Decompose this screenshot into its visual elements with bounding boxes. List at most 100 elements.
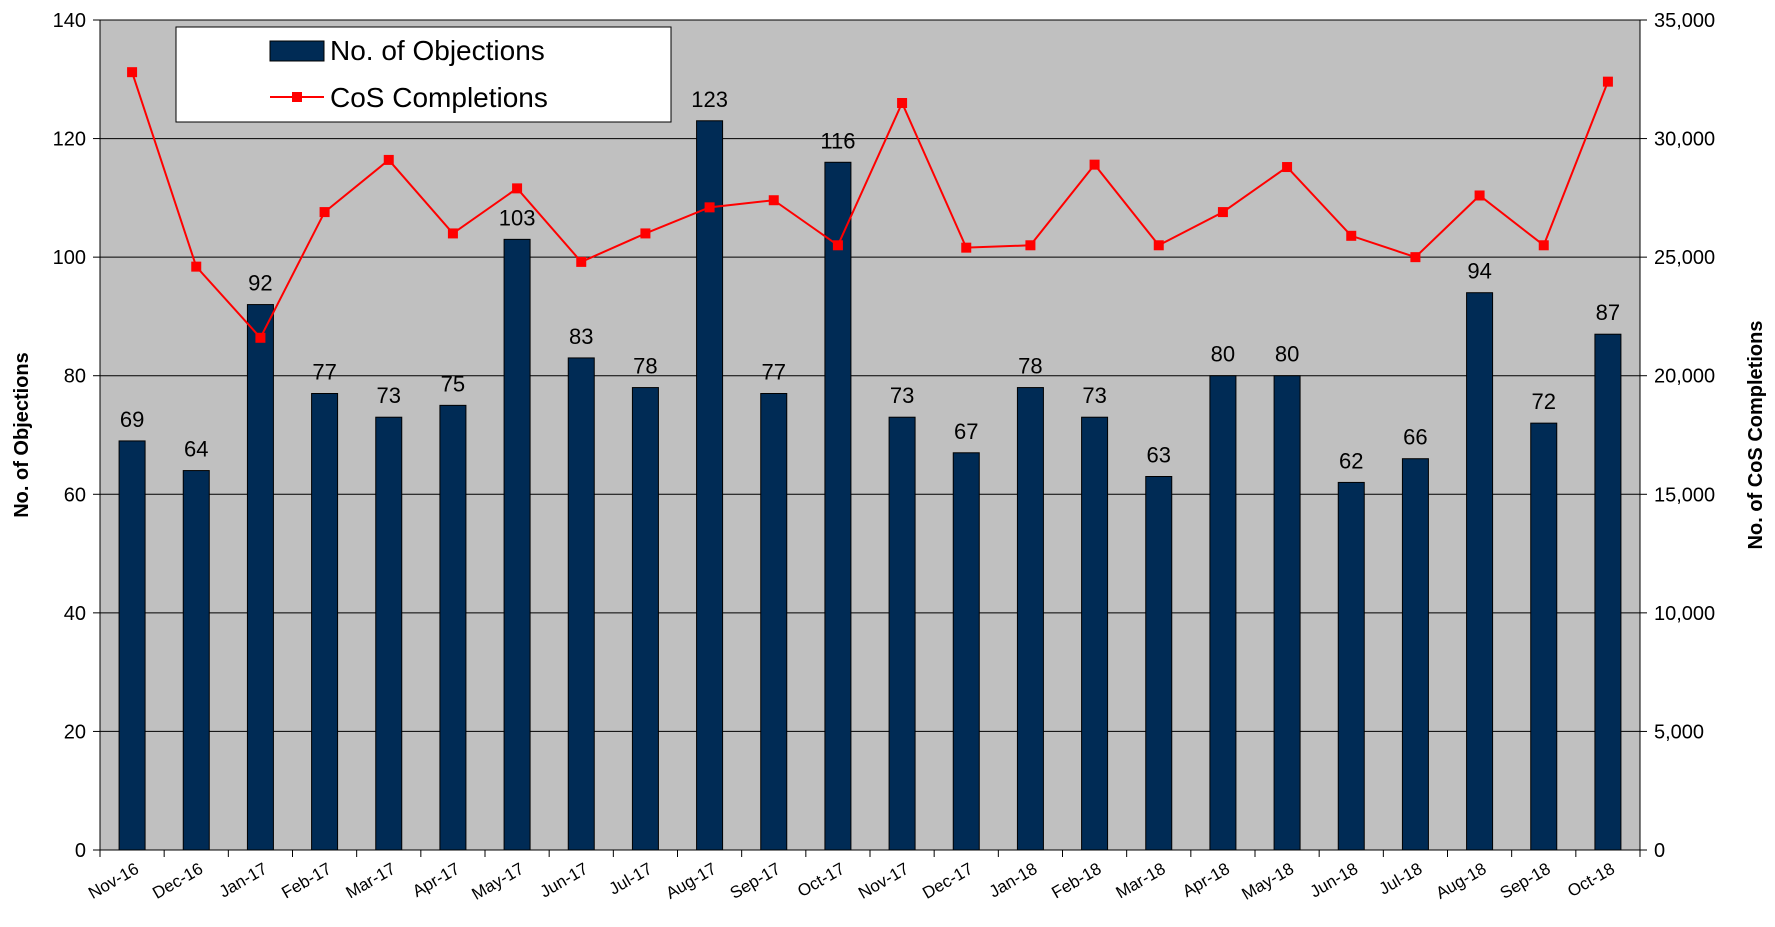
x-tick-label: Jan-17 — [216, 859, 271, 901]
bar-objections — [375, 416, 403, 851]
cos-completions-point — [191, 261, 202, 272]
y-tick-label: 140 — [53, 10, 86, 32]
y-tick-label: 120 — [53, 129, 86, 151]
cos-completions-point — [1089, 159, 1100, 170]
bar-value-label: 92 — [248, 271, 272, 296]
x-tick-label: Jan-18 — [986, 859, 1041, 901]
cos-completions-point — [1153, 240, 1164, 251]
x-tick-label: Nov-16 — [85, 859, 142, 903]
cos-completions-point — [1602, 76, 1613, 87]
y-tick-label: 20 — [64, 721, 86, 743]
bar-value-label: 77 — [312, 360, 336, 385]
legend: No. of Objections CoS Completions — [175, 26, 672, 123]
cos-completions-point — [1410, 252, 1421, 263]
bar-objections — [888, 416, 916, 851]
x-tick-label: Mar-17 — [343, 859, 399, 902]
x-tick-label: Sep-17 — [727, 859, 784, 903]
bar-objections — [631, 387, 659, 851]
y-tick-label: 80 — [64, 366, 86, 388]
y2-tick-label: 20,000 — [1654, 366, 1715, 388]
x-tick-label: Oct-17 — [794, 859, 848, 901]
cos-completions-point — [768, 195, 779, 206]
bar-objections — [696, 120, 724, 851]
legend-marker-cos — [292, 92, 302, 102]
x-tick-label: Oct-18 — [1564, 859, 1618, 901]
x-tick-label: Dec-16 — [149, 859, 206, 903]
bar-value-label: 78 — [1018, 354, 1042, 379]
bar-value-label: 87 — [1596, 300, 1620, 325]
bar-objections — [1530, 422, 1558, 851]
x-tick-label: Sep-18 — [1497, 859, 1554, 903]
y2-tick-label: 15,000 — [1654, 484, 1715, 506]
x-tick-label: Feb-18 — [1048, 859, 1104, 902]
bar-value-label: 78 — [633, 354, 657, 379]
bar-value-label: 83 — [569, 324, 593, 349]
cos-completions-point — [255, 332, 266, 343]
bar-value-label: 66 — [1403, 425, 1427, 450]
legend-box — [175, 26, 672, 123]
bar-value-label: 73 — [1082, 383, 1106, 408]
bar-value-label: 116 — [820, 128, 855, 153]
bar-value-label: 73 — [377, 383, 401, 408]
cos-completions-point — [961, 242, 972, 253]
cos-completions-point — [640, 228, 651, 239]
y2-axis-title: No. of CoS Completions — [1745, 321, 1767, 550]
cos-completions-point — [319, 207, 330, 218]
y-tick-label: 40 — [64, 603, 86, 625]
cos-completions-point — [1025, 240, 1036, 251]
bar-objections — [182, 470, 210, 851]
x-tick-label: May-17 — [468, 859, 527, 904]
cos-completions-line — [131, 71, 1609, 340]
cos-completions-point — [127, 67, 138, 78]
plot-area-background — [100, 20, 1640, 850]
x-tick-label: Jul-17 — [606, 859, 656, 899]
bar-value-label: 67 — [954, 419, 978, 444]
bar-objections — [760, 393, 788, 851]
legend-label-objections: No. of Objections — [330, 35, 545, 66]
x-tick-label: Feb-17 — [278, 859, 334, 902]
bar-value-label: 69 — [120, 407, 144, 432]
bar-data-labels: 69 64 92 77 73 75 103 83 78 123 77 116 73 67 78 73 63 80 8… — [120, 87, 1620, 474]
bar-value-label: 63 — [1147, 443, 1171, 468]
y2-tick-label: 25,000 — [1654, 247, 1715, 269]
bar-series-objections — [118, 120, 1622, 851]
cos-completions-point — [1346, 230, 1357, 241]
y2-tick-label: 10,000 — [1654, 603, 1715, 625]
line-series-cos-completions — [127, 67, 1613, 343]
cos-completions-point — [1474, 190, 1485, 201]
bar-value-label: 64 — [184, 437, 208, 462]
cos-completions-point — [447, 228, 458, 239]
bar-objections — [1273, 375, 1301, 851]
x-tick-label: Apr-17 — [409, 859, 463, 901]
cos-completions-point — [576, 256, 587, 267]
x-tick-label: Jul-18 — [1376, 859, 1426, 899]
bar-objections — [439, 404, 467, 851]
cos-completions-point — [383, 154, 394, 165]
bar-objections — [246, 304, 274, 851]
x-tick-label: Apr-18 — [1179, 859, 1233, 901]
x-tick-label: Jun-18 — [1307, 859, 1362, 901]
bar-value-label: 94 — [1467, 259, 1491, 284]
bar-objections — [1209, 375, 1237, 851]
bar-value-label: 75 — [441, 371, 465, 396]
bar-objections — [1145, 476, 1173, 851]
legend-swatch-objections — [269, 40, 325, 62]
bar-objections — [1594, 333, 1622, 851]
x-tick-label: Aug-18 — [1433, 859, 1490, 903]
bar-objections — [1016, 387, 1044, 851]
y2-tick-label: 35,000 — [1654, 10, 1715, 32]
y2-tick-label: 30,000 — [1654, 129, 1715, 151]
bar-value-label: 123 — [691, 87, 728, 112]
cos-completions-point — [832, 240, 843, 251]
y-tick-label: 100 — [53, 247, 86, 269]
bar-objections — [1401, 458, 1429, 851]
bar-objections — [1337, 481, 1365, 851]
bar-value-label: 72 — [1532, 389, 1556, 414]
cos-completions-point — [897, 98, 908, 108]
bar-objections — [824, 161, 852, 851]
y-tick-label: 0 — [75, 840, 86, 862]
x-tick-label: Dec-17 — [919, 859, 976, 903]
cos-completions-point — [1282, 162, 1293, 173]
